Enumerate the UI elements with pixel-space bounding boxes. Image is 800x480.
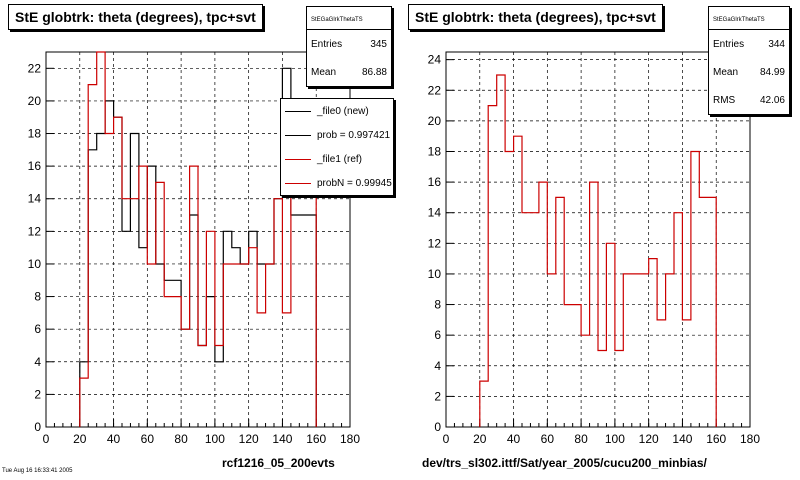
right-y-tick-label: 6: [434, 328, 441, 342]
left-stats-box: StEGaGlrkThetaTS Entries 345 Mean 86.88: [306, 6, 392, 87]
right-x-tick-label: 20: [473, 432, 487, 446]
right-x-tick-label: 0: [443, 432, 450, 446]
right-y-tick-label: 10: [428, 267, 442, 281]
left-y-tick-label: 0: [34, 420, 41, 434]
right-x-tick-label: 40: [507, 432, 521, 446]
left-stats-name: StEGaGlrkThetaTS: [307, 7, 391, 30]
right-y-tick-label: 14: [428, 206, 442, 220]
right-stats-rms-label: RMS: [713, 94, 736, 106]
legend-label-prob: prob = 0.997421: [317, 129, 391, 141]
right-x-tick-label: 80: [574, 432, 588, 446]
right-y-tick-label: 0: [434, 420, 441, 434]
right-stats-entries-label: Entries: [713, 38, 745, 50]
legend-item-prob: prob = 0.997421: [281, 123, 393, 147]
right-stats-entries-value: 344: [768, 38, 785, 50]
left-stats-mean-value: 86.88: [361, 66, 387, 78]
right-y-tick-label: 22: [428, 83, 442, 97]
right-x-tick-label: 140: [672, 432, 692, 446]
left-y-tick-label: 10: [28, 257, 42, 271]
left-x-tick-label: 180: [340, 432, 360, 446]
right-x-tick-label: 160: [706, 432, 726, 446]
right-histogram-panel: 0 20 40 60 80 100 120 140 160 180 0 2 4 6 8 10 12 14 16 18 2…: [400, 0, 800, 480]
right-histogram-chart: 0 20 40 60 80 100 120 140 160 1800246810121416182…: [428, 51, 760, 446]
left-x-tick-label: 80: [174, 432, 188, 446]
left-stats-entries-value: 345: [370, 38, 387, 50]
right-stats-mean-label: Mean: [713, 66, 739, 78]
left-y-tick-label: 16: [28, 159, 42, 173]
right-y-tick-label: 12: [428, 236, 442, 250]
left-x-tick-label: 140: [272, 432, 292, 446]
legend-label-probn: probN = 0.99945: [317, 177, 392, 189]
left-caption: rcf1216_05_200evts: [222, 456, 335, 470]
left-stats-entries-label: Entries: [311, 38, 343, 50]
right-y-tick-label: 20: [428, 114, 442, 128]
right-y-tick-label: 24: [428, 53, 442, 67]
left-x-tick-label: 100: [205, 432, 225, 446]
left-y-tick-label: 14: [28, 192, 42, 206]
left-y-tick-label: 4: [34, 355, 41, 369]
legend-item-probn: probN = 0.99945: [281, 171, 393, 195]
right-x-tick-label: 100: [605, 432, 625, 446]
left-y-tick-label: 12: [28, 224, 42, 238]
legend-label-file0: _file0 (new): [317, 105, 369, 117]
datestamp: Tue Aug 16 16:33:41 2005: [2, 468, 73, 474]
left-x-tick-label: 60: [141, 432, 155, 446]
left-x-tick-label: 40: [107, 432, 121, 446]
left-y-tick-label: 22: [28, 61, 42, 75]
left-y-tick-label: 8: [34, 290, 41, 304]
right-x-tick-label: 60: [541, 432, 555, 446]
left-x-tick-label: 20: [73, 432, 87, 446]
right-chart-title: StE globtrk: theta (degrees), tpc+svt: [408, 4, 663, 30]
left-x-tick-label: 0: [43, 432, 50, 446]
right-caption: dev/trs_sl302.ittf/Sat/year_2005/cucu200…: [422, 456, 707, 470]
right-stats-name: StEGaGlrkThetaTS: [709, 7, 789, 30]
left-y-tick-label: 20: [28, 94, 42, 108]
right-stats-rms-value: 42.06: [759, 94, 785, 106]
left-x-tick-label: 160: [306, 432, 326, 446]
left-histogram-panel: 0 20 40 60 80 100 120 140 160 180 0 2 4 6 8 10 12 14 16 18 2…: [2, 4, 394, 474]
right-x-tick-label: 120: [639, 432, 659, 446]
right-x-tick-label: 180: [740, 432, 760, 446]
left-stats-mean-label: Mean: [311, 66, 337, 78]
right-y-tick-label: 8: [434, 298, 441, 312]
legend-swatch-file1: [285, 158, 311, 160]
left-y-tick-label: 2: [34, 387, 41, 401]
right-y-tick-label: 16: [428, 175, 442, 189]
left-x-tick-label: 120: [239, 432, 259, 446]
legend-item-file1: _file1 (ref): [281, 147, 393, 171]
left-y-tick-label: 18: [28, 127, 42, 141]
right-stats-mean-value: 84.99: [759, 66, 785, 78]
right-y-tick-label: 2: [434, 389, 441, 403]
left-legend: _file0 (new) prob = 0.997421 _file1 (ref…: [280, 98, 394, 196]
legend-swatch-file0: [285, 110, 311, 112]
left-series-file1-ref-: [79, 51, 317, 427]
left-y-tick-label: 6: [34, 322, 41, 336]
right-series-line-0: [479, 74, 717, 427]
right-y-tick-label: 4: [434, 359, 441, 373]
left-chart-title: StE globtrk: theta (degrees), tpc+svt: [8, 4, 263, 30]
right-stats-box: StEGaGlrkThetaTS Entries 344 Mean 84.99 RM…: [708, 6, 790, 115]
legend-item-file0: _file0 (new): [281, 99, 393, 123]
right-y-tick-label: 18: [428, 144, 442, 158]
legend-swatch-prob: [285, 134, 311, 136]
legend-label-file1: _file1 (ref): [317, 153, 363, 165]
legend-swatch-probn: [285, 182, 311, 184]
